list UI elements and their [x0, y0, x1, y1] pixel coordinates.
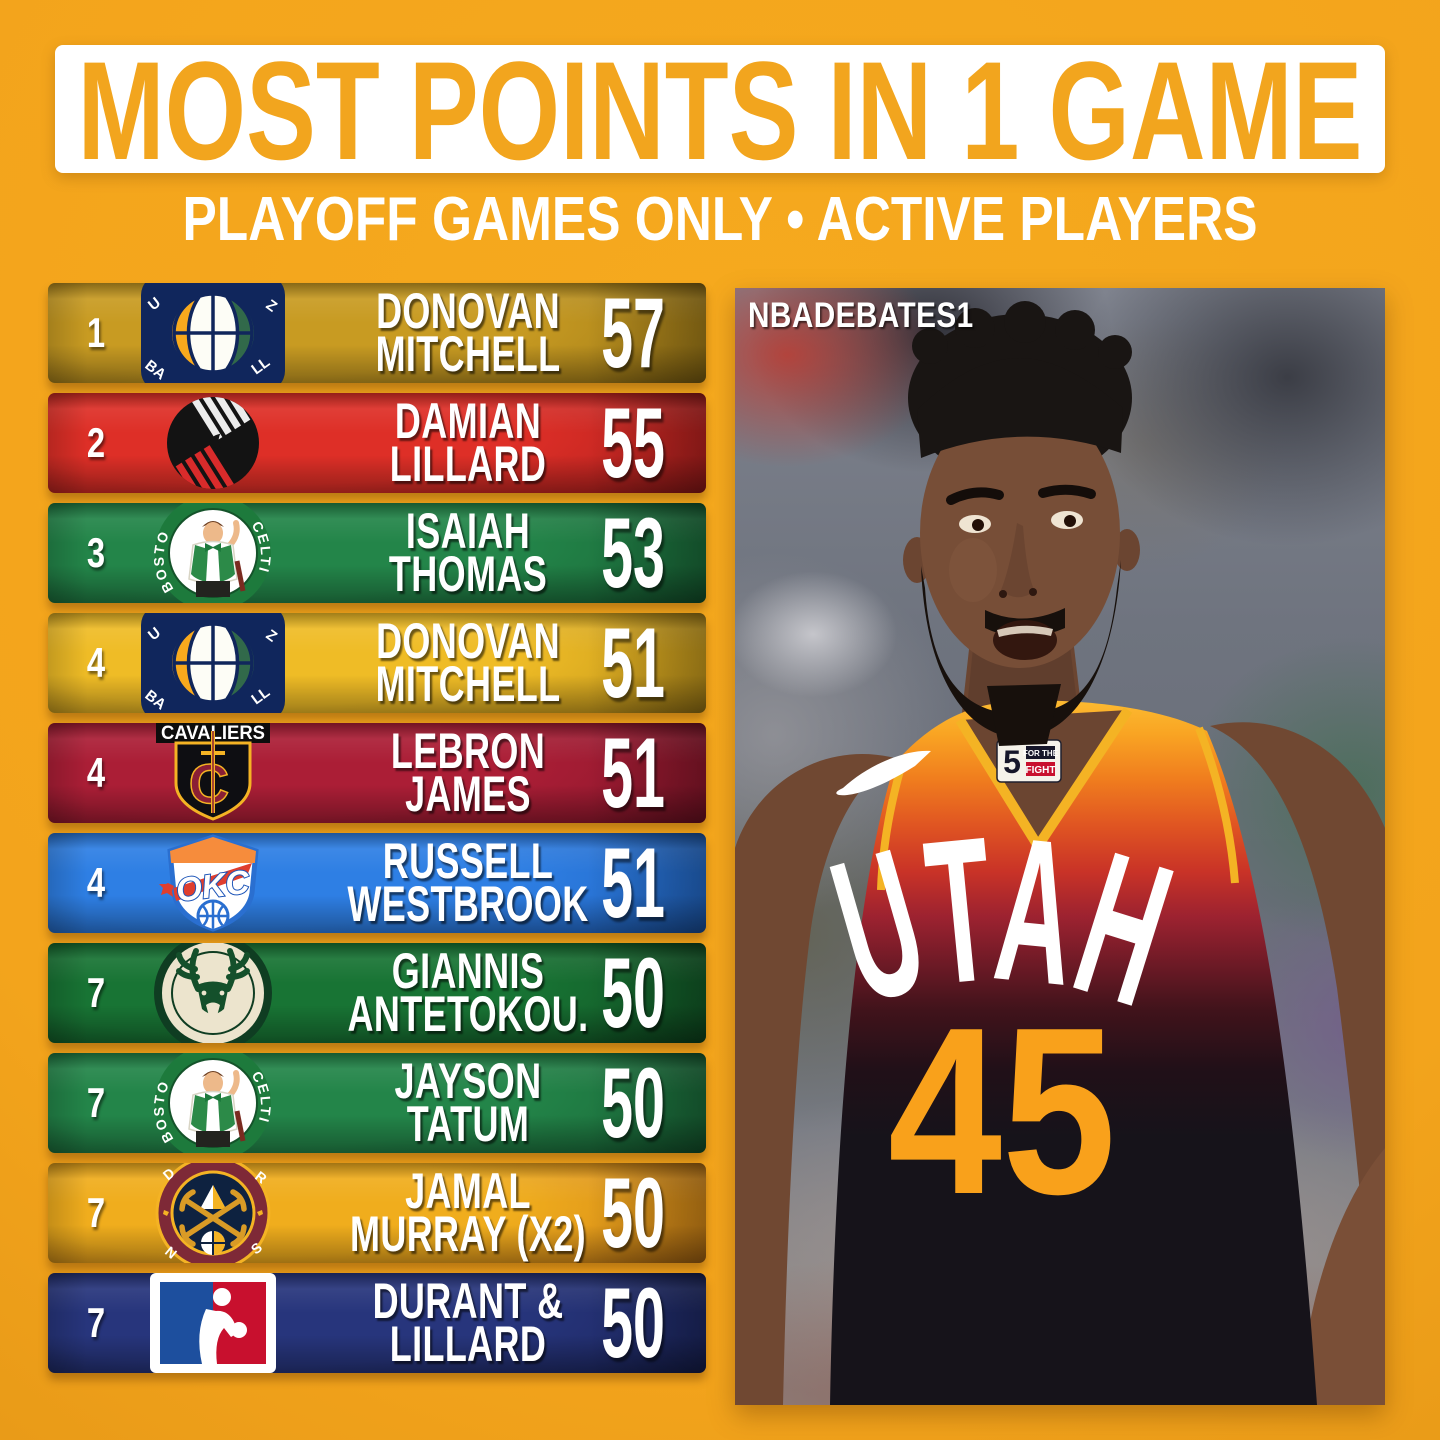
points-value: 51: [601, 723, 665, 823]
donovan-mitchell-portrait: 5 FOR THE FIGHT UTAH 45: [735, 288, 1385, 1405]
okc-thunder-logo: [138, 833, 288, 933]
jersey: [830, 700, 1317, 1405]
patch-text-bottom: FIGHT: [1026, 765, 1056, 776]
player-name-line2: LILLARD: [389, 1316, 547, 1372]
player-name: DONOVAN MITCHELL: [349, 283, 587, 383]
utah-jazz-logo: [138, 613, 288, 713]
player-name-line1: DURANT &: [372, 1273, 564, 1329]
points-value: 53: [601, 503, 665, 603]
patch-number: 5: [1003, 744, 1021, 780]
player-name-line1: JAMAL: [405, 1163, 531, 1219]
nba-logo: [138, 1273, 288, 1373]
player-name-line1: RUSSELL: [382, 833, 554, 889]
nuggets-logo: [138, 1163, 288, 1263]
points-value: 50: [601, 1053, 665, 1153]
player-name: DAMIAN LILLARD: [349, 393, 587, 493]
leaderboard-row: 1 DONOVAN MITCHELL 57: [48, 283, 706, 383]
player-left-arm: [735, 754, 895, 1405]
celtics-logo: [138, 503, 288, 603]
player-name-line2: MITCHELL: [375, 326, 561, 382]
five-for-the-fight-patch: 5 FOR THE FIGHT: [996, 739, 1062, 783]
leaderboard-row: 3 ISAIAH THOMAS 53: [48, 503, 706, 603]
watermark-text: NBADEBATES1: [748, 296, 974, 335]
points-value: 51: [601, 833, 665, 933]
leaderboard: 1 DONOVAN MITCHELL 57 2 DAMIAN LILLARD 5…: [48, 283, 706, 1383]
player-name: ISAIAH THOMAS: [349, 503, 587, 603]
player-name: DONOVAN MITCHELL: [349, 613, 587, 713]
player-head: [903, 301, 1140, 746]
player-name-line2: MURRAY (X2): [349, 1206, 587, 1262]
player-right-forearm: [1304, 1148, 1385, 1405]
rank-label: 4: [86, 749, 106, 796]
player-name-line1: ISAIAH: [405, 503, 531, 559]
player-name-line1: GIANNIS: [391, 943, 545, 999]
rank-label: 1: [86, 309, 106, 356]
leaderboard-row: 7 JAYSON TATUM 50: [48, 1053, 706, 1153]
player-name-line2: JAMES: [405, 766, 531, 822]
rank-label: 7: [86, 1299, 106, 1346]
leaderboard-row: 4 LEBRON JAMES 51: [48, 723, 706, 823]
player-name-line2: MITCHELL: [375, 656, 561, 712]
player-name-line1: LEBRON: [390, 723, 546, 779]
points-value: 51: [601, 613, 665, 713]
rank-label: 2: [86, 419, 106, 466]
points-value: 50: [601, 943, 665, 1043]
utah-jazz-logo: [138, 283, 288, 383]
title-banner: MOST POINTS IN 1 GAME: [55, 45, 1385, 173]
player-name-line2: WESTBROOK: [347, 876, 589, 932]
points-value: 57: [601, 283, 665, 383]
rank-label: 3: [86, 529, 106, 576]
points-value: 50: [601, 1163, 665, 1263]
player-name: LEBRON JAMES: [349, 723, 587, 823]
points-value: 50: [601, 1273, 665, 1373]
player-name-line1: JAYSON: [394, 1053, 542, 1109]
bucks-logo: [138, 943, 288, 1043]
jersey-number: 45: [888, 979, 1116, 1244]
leaderboard-row: 2 DAMIAN LILLARD 55: [48, 393, 706, 493]
leaderboard-row: 7 DURANT & LILLARD 50: [48, 1273, 706, 1373]
player-name-line2: ANTETOKOU.: [347, 986, 589, 1042]
player-name-line2: THOMAS: [388, 546, 548, 602]
leaderboard-row: 7 JAMAL MURRAY (X2) 50: [48, 1163, 706, 1263]
points-value: 55: [601, 393, 665, 493]
celtics-logo: [138, 1053, 288, 1153]
page-title: MOST POINTS IN 1 GAME: [78, 45, 1363, 173]
player-name-line2: TATUM: [406, 1096, 530, 1152]
player-name: JAMAL MURRAY (X2): [349, 1163, 587, 1263]
player-name: DURANT & LILLARD: [349, 1273, 587, 1373]
page-subtitle: PLAYOFF GAMES ONLY • ACTIVE PLAYERS: [183, 186, 1258, 254]
nike-swoosh-icon: [836, 750, 931, 796]
cavaliers-logo: [138, 723, 288, 823]
trail-blazers-logo: [138, 393, 288, 493]
player-name: RUSSELL WESTBROOK: [347, 833, 589, 933]
rank-label: 4: [86, 639, 106, 686]
rank-label: 7: [86, 969, 106, 1016]
player-photo: 5 FOR THE FIGHT UTAH 45: [735, 288, 1385, 1405]
player-name: GIANNIS ANTETOKOU.: [347, 943, 589, 1043]
player-name: JAYSON TATUM: [349, 1053, 587, 1153]
player-name-line1: DONOVAN: [376, 613, 560, 669]
leaderboard-row: 4 DONOVAN MITCHELL 51: [48, 613, 706, 713]
leaderboard-row: 7 GIANNIS ANTETOKOU. 50: [48, 943, 706, 1043]
leaderboard-row: 4 RUSSELL WESTBROOK 51: [48, 833, 706, 933]
subtitle-wrap: PLAYOFF GAMES ONLY • ACTIVE PLAYERS: [0, 186, 1440, 256]
rank-label: 4: [86, 859, 106, 906]
player-name-line2: LILLARD: [389, 436, 547, 492]
patch-text-top: FOR THE: [1023, 749, 1059, 758]
player-name-line1: DAMIAN: [394, 393, 542, 449]
player-name-line1: DONOVAN: [376, 283, 560, 339]
rank-label: 7: [86, 1079, 106, 1126]
rank-label: 7: [86, 1189, 106, 1236]
player-right-arm: [1210, 722, 1385, 1405]
